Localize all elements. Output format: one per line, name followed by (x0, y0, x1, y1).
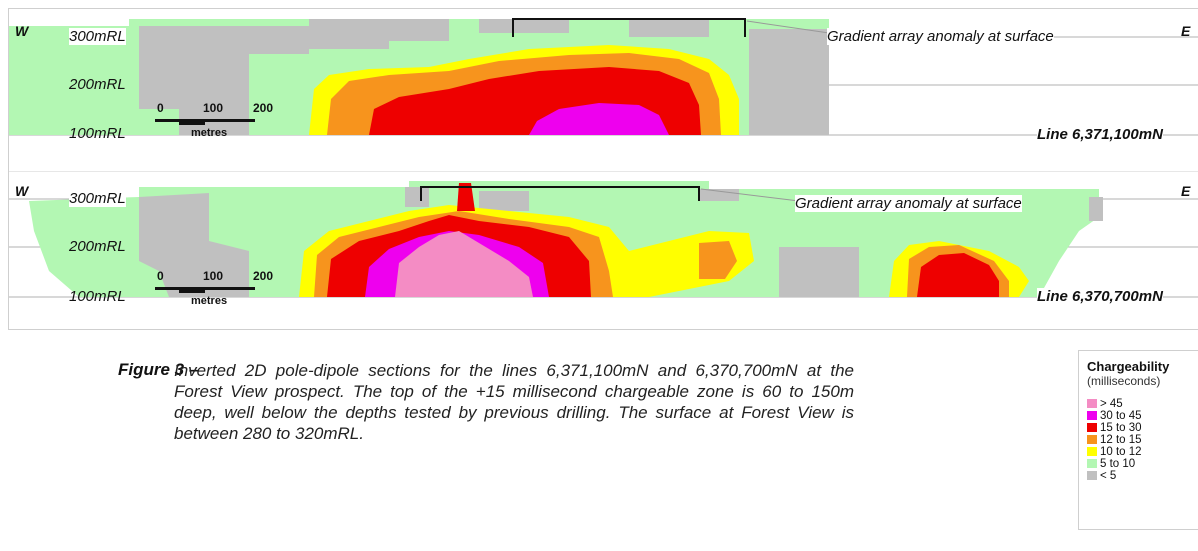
section-1-plot (9, 18, 1198, 136)
zone-below-5-top (309, 19, 449, 49)
scale-tick-0: 0 (157, 101, 164, 115)
scale-tick-100: 100 (203, 269, 224, 283)
west-label: W (15, 183, 29, 199)
anomaly-bracket (420, 186, 700, 201)
zone-12-to-15-pod (699, 241, 737, 279)
zone-below-5-east2 (1089, 197, 1103, 221)
chargeability-legend: Chargeability (milliseconds) > 45 30 to 4… (1078, 350, 1198, 530)
legend-label: 5 to 10 (1100, 457, 1136, 470)
legend-label: 15 to 30 (1100, 421, 1142, 434)
zone-below-5-west (139, 193, 249, 297)
scale-tick-200: 200 (253, 101, 274, 115)
scale-tick-200: 200 (253, 269, 274, 283)
sections-panel: W E 300mRL 200mRL 100mRL Gradient array … (8, 8, 1198, 330)
legend-swatch (1087, 447, 1097, 456)
legend-swatch (1087, 399, 1097, 408)
zone-below-5-top2 (479, 19, 569, 33)
scale-unit: metres (191, 295, 228, 307)
legend-item: > 45 (1087, 397, 1198, 410)
rl-300-label: 300mRL (69, 28, 126, 45)
rl-100-label: 100mRL (69, 125, 126, 142)
section-line-6370700: W E 300mRL 200mRL 100mRL Gradient array … (9, 171, 1198, 331)
west-label: W (15, 23, 29, 39)
line-label: Line 6,370,700mN (1037, 288, 1163, 305)
legend-label: > 45 (1100, 397, 1123, 410)
legend-label: < 5 (1100, 469, 1117, 482)
zone-below-5-west (139, 26, 309, 135)
legend-swatch (1087, 459, 1097, 468)
scale-unit: metres (191, 127, 228, 139)
legend-title: Chargeability (1087, 359, 1170, 374)
zone-below-5-top (405, 187, 429, 207)
legend-item: 12 to 15 (1087, 433, 1198, 446)
legend-subtitle: (milliseconds) (1087, 374, 1161, 388)
legend-item: < 5 (1087, 469, 1198, 482)
legend-swatch (1087, 471, 1097, 480)
east-label: E (1181, 183, 1191, 199)
legend-label: 12 to 15 (1100, 433, 1142, 446)
rl-200-label: 200mRL (69, 238, 126, 255)
legend-swatch (1087, 411, 1097, 420)
figure-text: Inverted 2D pole-dipole sections for the… (174, 361, 854, 443)
figure-label: Figure 3 – (118, 360, 199, 379)
zone-15-to-30-top (457, 183, 475, 211)
zone-below-5-east (749, 29, 829, 135)
anomaly-label: Gradient array anomaly at surface (827, 28, 1054, 45)
anomaly-bracket (512, 18, 746, 37)
scale-tick-100: 100 (203, 101, 224, 115)
zone-30-to-45 (529, 103, 669, 135)
zone-below-5-top2 (479, 191, 529, 211)
zone-above-45 (395, 231, 533, 297)
legend-swatch (1087, 423, 1097, 432)
east-label: E (1181, 23, 1191, 39)
anomaly-leader (746, 20, 830, 34)
legend-item: 10 to 12 (1087, 445, 1198, 458)
zone-below-5-small (629, 19, 709, 37)
legend-item: 15 to 30 (1087, 421, 1198, 434)
legend-item: 5 to 10 (1087, 457, 1198, 470)
legend-swatch (1087, 435, 1097, 444)
zone-below-5-east (779, 247, 859, 297)
rl-300-label: 300mRL (69, 190, 126, 207)
rl-100-label: 100mRL (69, 288, 126, 305)
scale-tick-0: 0 (157, 269, 164, 283)
anomaly-leader (700, 188, 800, 202)
anomaly-label: Gradient array anomaly at surface (795, 195, 1022, 212)
zone-15-to-30-east (917, 253, 999, 297)
section-line-6371100: W E 300mRL 200mRL 100mRL Gradient array … (9, 9, 1198, 169)
legend-item: 30 to 45 (1087, 409, 1198, 422)
legend-label: 10 to 12 (1100, 445, 1142, 458)
rl-200-label: 200mRL (69, 76, 126, 93)
line-label: Line 6,371,100mN (1037, 126, 1163, 143)
legend-label: 30 to 45 (1100, 409, 1142, 422)
